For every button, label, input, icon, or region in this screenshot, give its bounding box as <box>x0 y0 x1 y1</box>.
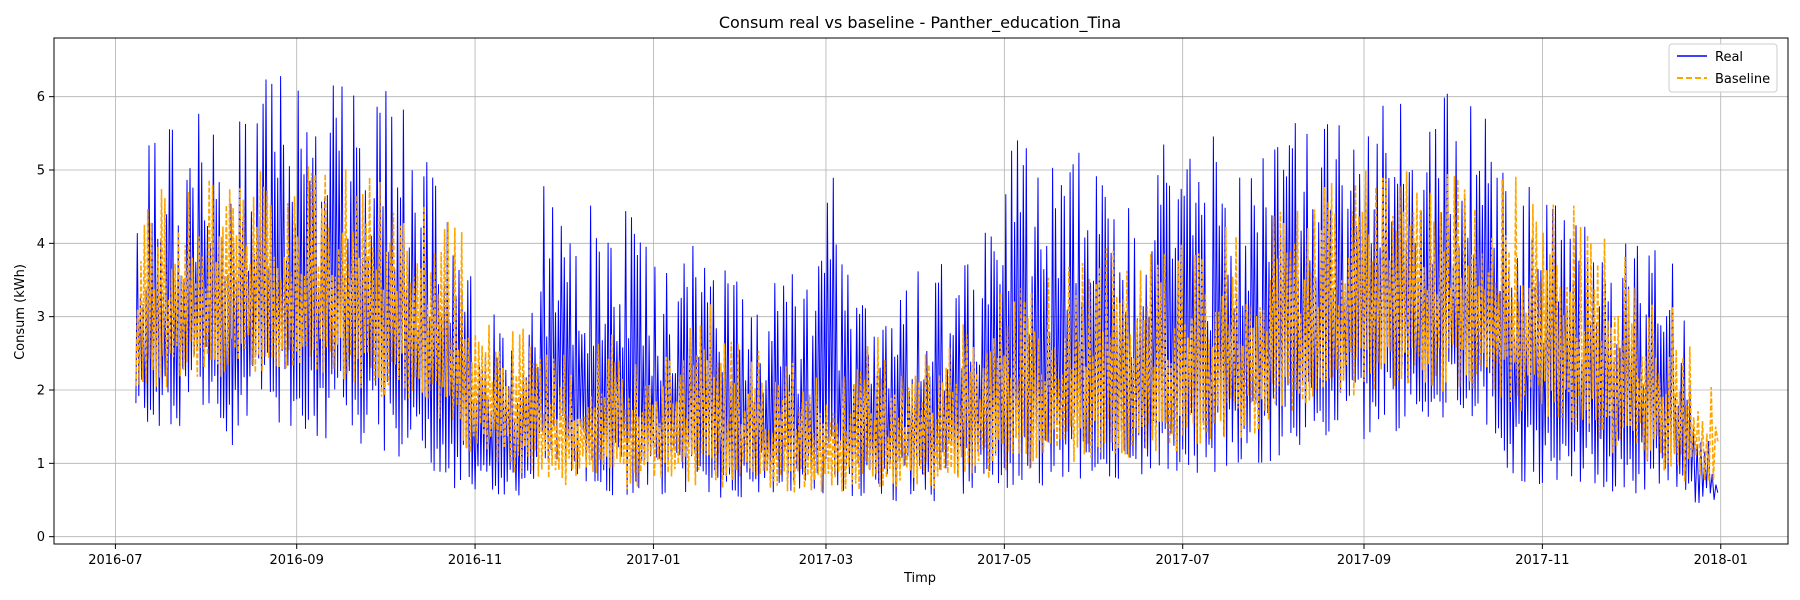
y-tick-label-5: 5 <box>37 164 45 179</box>
chart-title: Consum real vs baseline - Panther_educat… <box>719 13 1121 33</box>
y-tick-label-4: 4 <box>37 237 45 252</box>
x-tick-label-7: 2017-09 <box>1337 553 1391 568</box>
y-tick-label-0: 0 <box>37 530 45 545</box>
x-tick-label-8: 2017-11 <box>1515 553 1569 568</box>
x-tick-label-2: 2016-11 <box>448 553 502 568</box>
y-tick-label-3: 3 <box>37 310 45 325</box>
legend-baseline-label: Baseline <box>1715 72 1770 87</box>
y-tick-label-6: 6 <box>37 90 45 105</box>
x-axis: 2016-07 2016-09 2016-11 2017-01 2017-03 2017-… <box>88 544 1748 568</box>
legend: Real Baseline <box>1668 43 1778 93</box>
x-tick-label-9: 2018-01 <box>1694 553 1748 568</box>
x-tick-label-3: 2017-01 <box>626 553 680 568</box>
y-tick-label-2: 2 <box>37 384 45 399</box>
grid <box>54 38 1788 544</box>
x-tick-label-5: 2017-05 <box>977 553 1031 568</box>
plot-frame <box>53 37 1789 545</box>
x-tick-label-6: 2017-07 <box>1156 553 1210 568</box>
baseline-series <box>135 166 1719 494</box>
x-tick-label-0: 2016-07 <box>88 553 142 568</box>
x-tick-label-1: 2016-09 <box>270 553 324 568</box>
legend-real-label: Real <box>1715 50 1743 65</box>
y-tick-label-1: 1 <box>37 457 45 472</box>
x-axis-label: Timp <box>903 571 936 586</box>
baseline-series-line <box>135 166 1719 494</box>
x-tick-label-4: 2017-03 <box>799 553 853 568</box>
y-axis-label: Consum (kWh) <box>13 264 28 360</box>
y-axis: 0 1 2 3 4 5 6 <box>37 90 54 545</box>
